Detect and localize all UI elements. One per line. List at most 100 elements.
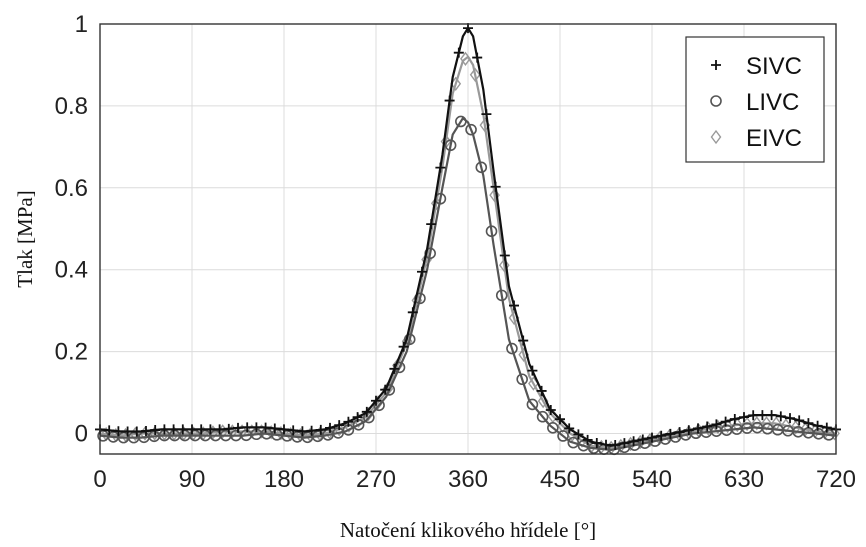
data-point-marker — [426, 219, 437, 230]
data-point-marker — [481, 109, 492, 120]
x-tick-label: 0 — [93, 466, 106, 493]
data-point-marker — [665, 428, 676, 439]
series-livc — [97, 115, 837, 456]
legend-item-sivc: SIVC — [711, 53, 802, 80]
y-tick-label: 1 — [75, 11, 88, 38]
x-tick-label: 90 — [179, 466, 206, 493]
data-point-marker — [333, 422, 345, 437]
y-tick-label: 0.4 — [55, 257, 88, 284]
data-point-marker — [702, 421, 713, 432]
y-tick-label: 0.6 — [55, 175, 88, 202]
data-point-marker — [582, 434, 593, 445]
data-point-marker — [485, 225, 498, 238]
series-layer — [95, 23, 841, 456]
data-point-marker — [465, 123, 477, 136]
data-point-marker — [536, 385, 547, 396]
data-point-marker — [527, 365, 538, 376]
data-point-marker — [518, 335, 529, 346]
data-point-marker — [555, 414, 565, 425]
data-point-marker — [748, 410, 759, 421]
data-point-marker — [141, 425, 151, 436]
data-point-marker — [251, 422, 262, 433]
legend-marker — [710, 95, 722, 107]
y-tick-label: 0 — [75, 421, 88, 448]
data-point-marker — [711, 419, 722, 430]
data-point-marker — [288, 425, 299, 436]
data-point-marker — [361, 406, 372, 417]
data-point-marker — [233, 422, 243, 433]
data-point-marker — [187, 424, 197, 435]
data-point-marker — [159, 424, 170, 435]
plot-frame — [99, 23, 837, 455]
data-point-marker — [495, 289, 508, 302]
data-point-marker — [444, 139, 457, 152]
data-point-marker — [279, 424, 289, 435]
data-point-marker — [794, 415, 805, 426]
data-point-marker — [757, 410, 768, 421]
data-point-marker — [398, 341, 409, 352]
legend-box — [685, 36, 825, 163]
data-point-marker — [722, 418, 734, 434]
data-point-marker — [334, 420, 345, 431]
x-tick-label: 180 — [264, 466, 304, 493]
data-point-marker — [647, 432, 657, 443]
data-point-marker — [610, 439, 621, 450]
data-point-marker — [557, 430, 569, 442]
data-point-marker — [693, 423, 703, 434]
data-point-marker — [403, 333, 416, 346]
data-point-marker — [601, 439, 611, 450]
legend-marker — [711, 60, 721, 70]
data-point-marker — [498, 258, 510, 273]
data-point-marker — [223, 423, 234, 434]
data-point-marker — [131, 426, 142, 437]
data-point-marker — [823, 429, 835, 441]
data-point-marker — [674, 427, 685, 438]
data-point-marker — [547, 421, 559, 434]
series-sivc — [95, 23, 841, 450]
data-point-marker — [214, 424, 225, 435]
data-point-marker — [113, 426, 124, 437]
data-point-marker — [150, 425, 161, 436]
data-point-marker — [683, 425, 694, 436]
data-point-marker — [168, 424, 179, 435]
legend: SIVC LIVC EIVC — [685, 36, 825, 163]
data-point-marker — [242, 422, 253, 433]
x-tick-label: 540 — [632, 466, 672, 493]
data-point-marker — [260, 422, 271, 433]
data-point-marker — [775, 411, 786, 422]
data-point-marker — [619, 438, 630, 449]
data-point-marker — [469, 67, 481, 82]
data-point-marker — [332, 427, 344, 439]
legend-label: LIVC — [746, 89, 799, 116]
data-point-marker — [104, 425, 115, 436]
data-point-marker — [821, 422, 832, 433]
x-tick-label: 270 — [356, 466, 396, 493]
data-point-marker — [637, 434, 648, 445]
data-point-marker — [297, 426, 308, 437]
data-point-marker — [352, 412, 363, 423]
data-point-marker — [591, 437, 602, 448]
data-point-marker — [343, 416, 354, 427]
data-point-marker — [472, 52, 483, 63]
data-point-marker — [205, 424, 216, 435]
data-point-marker — [567, 436, 580, 449]
y-tick-label: 0.8 — [55, 93, 88, 120]
x-tick-label: 630 — [724, 466, 764, 493]
y-tick-label: 0.2 — [55, 339, 88, 366]
data-point-marker — [444, 95, 455, 106]
data-point-marker — [509, 300, 519, 311]
data-point-marker — [766, 410, 777, 421]
data-point-marker — [460, 51, 471, 66]
x-tick-label: 720 — [816, 466, 856, 493]
data-point-marker — [564, 423, 575, 434]
data-point-marker — [269, 423, 280, 434]
data-point-marker — [463, 23, 473, 34]
tick-labels: 0 90 180 270 360 450 540 630 720 0 0.2 0.4 0.6 0.8 1 — [55, 11, 856, 493]
data-point-marker — [407, 307, 418, 318]
data-point-marker — [315, 424, 326, 435]
data-point-marker — [196, 424, 207, 435]
x-axis-title: Natočení klikového hřídele [°] — [340, 518, 596, 542]
data-point-marker — [573, 429, 584, 440]
data-point-marker — [306, 425, 317, 436]
